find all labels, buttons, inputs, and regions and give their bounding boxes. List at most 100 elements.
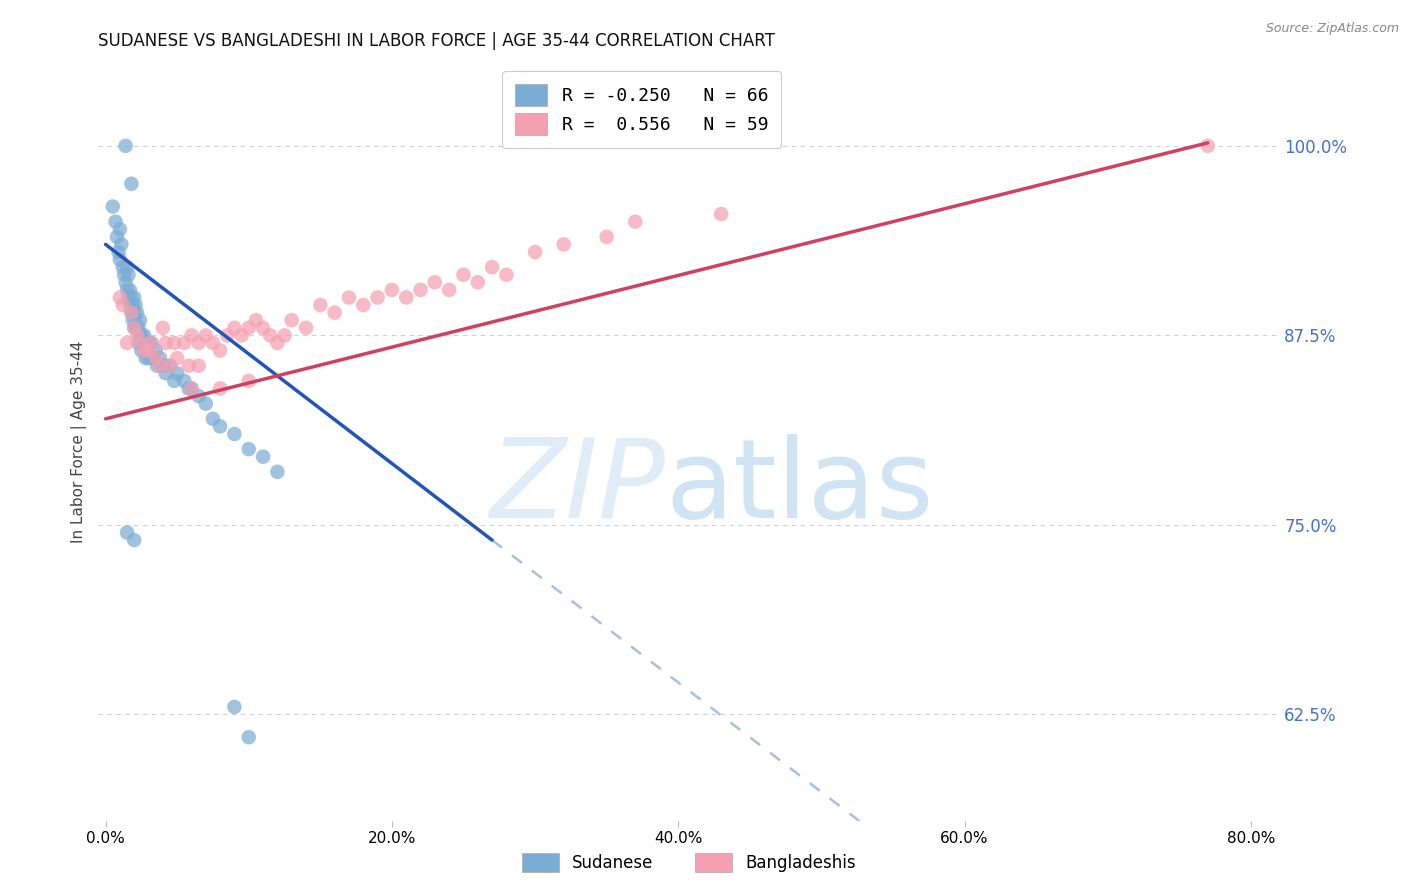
- Point: [467, 275, 489, 289]
- Point: [245, 313, 267, 327]
- Point: [120, 291, 142, 305]
- Point: [121, 313, 143, 327]
- Point: [111, 298, 134, 312]
- Point: [259, 328, 281, 343]
- Point: [173, 374, 195, 388]
- Point: [437, 283, 460, 297]
- Point: [194, 396, 217, 410]
- Point: [118, 298, 141, 312]
- Point: [1197, 138, 1219, 153]
- Point: [180, 328, 202, 343]
- Point: [187, 359, 209, 373]
- Point: [155, 366, 177, 380]
- Point: [131, 336, 153, 351]
- Point: [149, 351, 172, 366]
- Point: [122, 321, 145, 335]
- Point: [124, 313, 146, 327]
- Point: [128, 321, 150, 335]
- Point: [201, 412, 224, 426]
- Point: [122, 291, 145, 305]
- Point: [146, 359, 169, 373]
- Point: [423, 275, 446, 289]
- Point: [710, 207, 733, 221]
- Point: [180, 382, 202, 396]
- Point: [101, 200, 124, 214]
- Point: [128, 336, 150, 351]
- Point: [135, 336, 157, 351]
- Point: [553, 237, 575, 252]
- Point: [114, 275, 136, 289]
- Point: [122, 306, 145, 320]
- Point: [129, 313, 152, 327]
- Point: [173, 336, 195, 351]
- Point: [187, 336, 209, 351]
- Point: [117, 291, 139, 305]
- Point: [131, 343, 153, 358]
- Point: [115, 336, 138, 351]
- Point: [152, 359, 174, 373]
- Point: [159, 359, 181, 373]
- Point: [252, 321, 274, 335]
- Point: [134, 343, 156, 358]
- Point: [238, 731, 260, 745]
- Point: [125, 321, 148, 335]
- Point: [115, 525, 138, 540]
- Point: [145, 351, 167, 366]
- Point: [177, 359, 200, 373]
- Point: [108, 252, 131, 267]
- Point: [252, 450, 274, 464]
- Point: [595, 230, 617, 244]
- Point: [180, 382, 202, 396]
- Point: [217, 328, 239, 343]
- Y-axis label: In Labor Force | Age 35-44: In Labor Force | Age 35-44: [72, 341, 87, 542]
- Point: [224, 700, 246, 714]
- Point: [209, 382, 232, 396]
- Point: [495, 268, 517, 282]
- Point: [524, 244, 547, 259]
- Point: [120, 177, 142, 191]
- Point: [122, 533, 145, 548]
- Point: [273, 328, 295, 343]
- Point: [141, 336, 163, 351]
- Point: [395, 291, 418, 305]
- Point: [135, 351, 157, 366]
- Point: [108, 222, 131, 236]
- Point: [201, 336, 224, 351]
- Point: [224, 426, 246, 441]
- Point: [309, 298, 332, 312]
- Point: [152, 321, 174, 335]
- Point: [295, 321, 318, 335]
- Point: [111, 260, 134, 274]
- Point: [108, 291, 131, 305]
- Point: [132, 336, 155, 351]
- Point: [231, 328, 253, 343]
- Point: [159, 359, 181, 373]
- Point: [120, 306, 142, 320]
- Point: [187, 389, 209, 403]
- Point: [409, 283, 432, 297]
- Point: [134, 328, 156, 343]
- Point: [194, 328, 217, 343]
- Point: [238, 374, 260, 388]
- Point: [142, 351, 165, 366]
- Point: [337, 291, 360, 305]
- Point: [120, 306, 142, 320]
- Point: [112, 268, 135, 282]
- Point: [115, 260, 138, 274]
- Point: [138, 336, 160, 351]
- Point: [115, 283, 138, 297]
- Point: [166, 366, 188, 380]
- Point: [280, 313, 302, 327]
- Point: [367, 291, 389, 305]
- Point: [145, 343, 167, 358]
- Point: [129, 328, 152, 343]
- Point: [138, 351, 160, 366]
- Point: [266, 465, 288, 479]
- Text: SUDANESE VS BANGLADESHI IN LABOR FORCE | AGE 35-44 CORRELATION CHART: SUDANESE VS BANGLADESHI IN LABOR FORCE |…: [98, 32, 775, 50]
- Point: [266, 336, 288, 351]
- Point: [141, 336, 163, 351]
- Text: atlas: atlas: [665, 434, 934, 541]
- Legend: Sudanese, Bangladeshis: Sudanese, Bangladeshis: [513, 845, 865, 880]
- Point: [105, 230, 128, 244]
- Point: [125, 306, 148, 320]
